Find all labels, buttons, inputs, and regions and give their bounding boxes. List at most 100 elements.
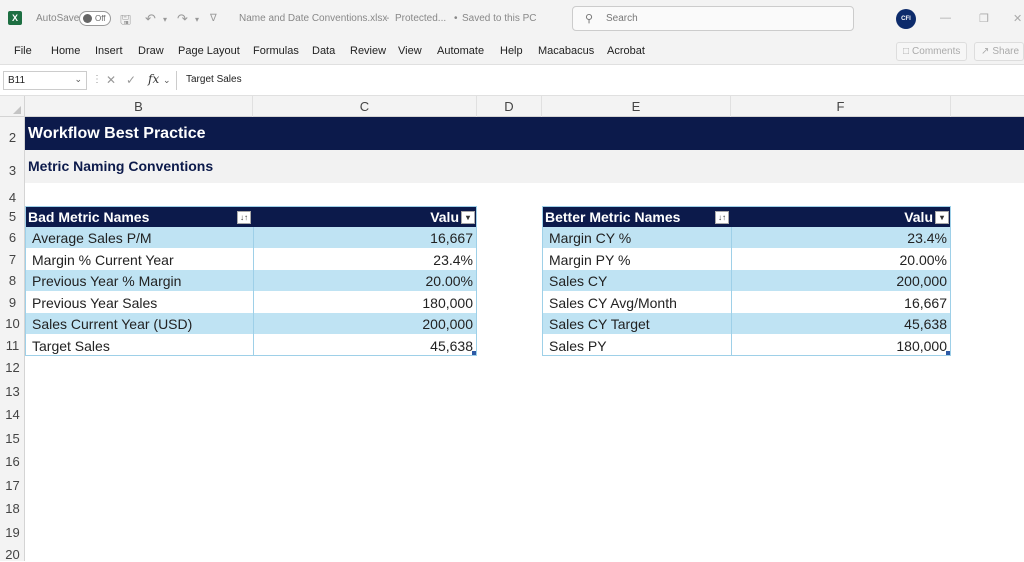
tab-review[interactable]: Review <box>350 45 387 57</box>
row-header-3[interactable]: 3 <box>8 163 17 178</box>
search-box[interactable]: ⚲ Search <box>572 6 854 31</box>
tab-insert[interactable]: Insert <box>95 45 123 57</box>
row-header-16[interactable]: 16 <box>5 454 20 470</box>
column-header-b[interactable]: B <box>25 96 253 117</box>
filter-dropdown-icon[interactable]: ▾ <box>935 211 949 224</box>
better-row-value[interactable]: 200,000 <box>731 270 951 292</box>
undo-icon[interactable]: ↶ <box>145 11 156 26</box>
formula-input[interactable]: Target Sales <box>176 71 1024 90</box>
bad-row-value[interactable]: 45,638 <box>253 334 477 356</box>
customize-toolbar-icon[interactable]: ∇ <box>210 13 217 24</box>
row-header-2[interactable]: 2 <box>8 130 17 145</box>
enter-icon[interactable]: ✓ <box>126 73 137 87</box>
bad-row-name[interactable]: Target Sales <box>25 334 253 356</box>
row-header-4[interactable]: 4 <box>8 190 17 205</box>
row-header-10[interactable]: 10 <box>5 316 20 332</box>
tab-file[interactable]: File <box>14 45 32 57</box>
minimize-icon[interactable]: — <box>940 12 951 24</box>
tab-automate[interactable]: Automate <box>437 45 485 57</box>
bad-table-header-name: Bad Metric Names ↓↑ <box>25 206 253 227</box>
comments-button[interactable]: □ Comments <box>896 42 968 61</box>
fx-dropdown-icon[interactable]: ⌄ <box>163 75 171 85</box>
bad-row-name[interactable]: Average Sales P/M <box>25 227 253 249</box>
row-header-18[interactable]: 18 <box>5 501 20 517</box>
filter-dropdown-icon[interactable]: ▾ <box>461 211 475 224</box>
share-icon: ↗ <box>981 46 990 57</box>
restore-icon[interactable]: ❐ <box>979 13 989 25</box>
row-header-5[interactable]: 5 <box>8 209 17 224</box>
tab-draw[interactable]: Draw <box>138 45 164 57</box>
toggle-knob <box>83 14 92 23</box>
better-row-name[interactable]: Sales PY <box>542 334 731 356</box>
redo-icon[interactable]: ↷ <box>177 11 188 26</box>
autosave-toggle[interactable]: Off <box>79 11 111 26</box>
table-resize-handle[interactable] <box>472 351 476 355</box>
avatar[interactable]: CFI <box>896 9 916 29</box>
sort-filter-icon[interactable]: ↓↑ <box>715 211 729 224</box>
tab-view[interactable]: View <box>398 45 422 57</box>
name-box-dropdown-icon[interactable]: ⌄ <box>74 74 82 84</box>
autosave-label: AutoSave <box>36 13 80 24</box>
bad-row-value[interactable]: 23.4% <box>253 248 477 270</box>
better-row-value[interactable]: 20.00% <box>731 248 951 270</box>
row-header-7[interactable]: 7 <box>8 251 17 267</box>
row-header-13[interactable]: 13 <box>5 383 20 399</box>
column-divider <box>253 227 254 356</box>
bad-row-value[interactable]: 200,000 <box>253 313 477 335</box>
row-header-15[interactable]: 15 <box>5 430 20 446</box>
bad-row-name[interactable]: Sales Current Year (USD) <box>25 313 253 335</box>
select-all-button[interactable] <box>0 96 25 117</box>
bad-row-name[interactable]: Previous Year % Margin <box>25 270 253 292</box>
better-row-value[interactable]: 180,000 <box>731 334 951 356</box>
tab-data[interactable]: Data <box>312 45 336 57</box>
tab-formulas[interactable]: Formulas <box>253 45 299 57</box>
tab-page-layout[interactable]: Page Layout <box>178 45 240 57</box>
row-header-11[interactable]: 11 <box>5 337 20 353</box>
name-box[interactable]: B11 ⌄ <box>3 71 87 90</box>
bad-row-name[interactable]: Previous Year Sales <box>25 291 253 313</box>
bad-header-value-label: Valu <box>430 209 459 225</box>
sort-filter-icon[interactable]: ↓↑ <box>237 211 251 224</box>
column-header-f[interactable]: F <box>731 96 951 117</box>
row-header-20[interactable]: 20 <box>5 547 20 562</box>
undo-dropdown-icon[interactable]: ▾ <box>163 15 168 24</box>
better-row-value[interactable]: 16,667 <box>731 291 951 313</box>
table-resize-handle[interactable] <box>946 351 950 355</box>
row-header-8[interactable]: 8 <box>8 273 17 289</box>
better-row-value[interactable]: 23.4% <box>731 227 951 249</box>
bad-row-value[interactable]: 16,667 <box>253 227 477 249</box>
bad-row-value[interactable]: 20.00% <box>253 270 477 292</box>
tab-home[interactable]: Home <box>51 45 81 57</box>
better-row-name[interactable]: Margin PY % <box>542 248 731 270</box>
better-row-name[interactable]: Margin CY % <box>542 227 731 249</box>
tab-help[interactable]: Help <box>500 45 523 57</box>
better-row-name[interactable]: Sales CY <box>542 270 731 292</box>
close-icon[interactable]: ✕ <box>1013 13 1023 25</box>
bad-row-value[interactable]: 180,000 <box>253 291 477 313</box>
insert-function-icon[interactable]: fx <box>148 72 160 86</box>
better-row-name[interactable]: Sales CY Target <box>542 313 731 335</box>
bad-row-name[interactable]: Margin % Current Year <box>25 248 253 270</box>
save-icon[interactable]: 🖫 <box>120 12 132 27</box>
cancel-icon[interactable]: ✕ <box>106 73 117 87</box>
row-header-17[interactable]: 17 <box>5 477 20 493</box>
row-header-14[interactable]: 14 <box>5 407 20 423</box>
column-header-c[interactable]: C <box>253 96 477 117</box>
column-header-e[interactable]: E <box>542 96 731 117</box>
search-icon: ⚲ <box>585 13 594 25</box>
share-button[interactable]: ↗ Share <box>974 42 1024 61</box>
tab-acrobat[interactable]: Acrobat <box>607 45 645 57</box>
comment-icon: □ <box>903 46 910 57</box>
tab-macabacus[interactable]: Macabacus <box>538 45 595 57</box>
worksheet-grid[interactable]: Workflow Best Practice Metric Naming Con… <box>25 117 1024 561</box>
row-header-12[interactable]: 12 <box>5 360 20 376</box>
better-row-value[interactable]: 45,638 <box>731 313 951 335</box>
redo-dropdown-icon[interactable]: ▾ <box>195 15 200 24</box>
row-header-19[interactable]: 19 <box>5 524 20 540</box>
column-header-d[interactable]: D <box>477 96 542 117</box>
better-row-name[interactable]: Sales CY Avg/Month <box>542 291 731 313</box>
column-header-g[interactable] <box>951 96 1024 117</box>
more-options-icon[interactable]: ⋮ <box>92 74 102 85</box>
row-header-9[interactable]: 9 <box>8 294 17 310</box>
row-header-6[interactable]: 6 <box>8 230 17 246</box>
